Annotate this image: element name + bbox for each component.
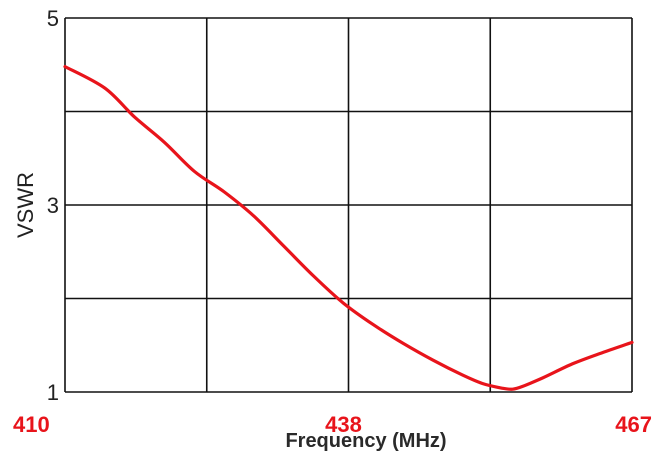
y-axis-label: VSWR — [13, 172, 38, 238]
grid — [64, 17, 633, 393]
x-tick-label: 410 — [13, 412, 50, 437]
x-tick-label: 438 — [325, 412, 362, 437]
y-tick-label: 5 — [47, 6, 59, 31]
x-axis-label: Frequency (MHz) — [285, 430, 446, 452]
tick-labels: 1 3 5 410 438 467 — [13, 6, 652, 437]
y-tick-label: 1 — [47, 380, 59, 405]
x-tick-label: 467 — [615, 412, 652, 437]
y-tick-label: 3 — [47, 193, 59, 218]
series-layer — [63, 65, 634, 391]
vswr-series-line — [63, 65, 634, 391]
